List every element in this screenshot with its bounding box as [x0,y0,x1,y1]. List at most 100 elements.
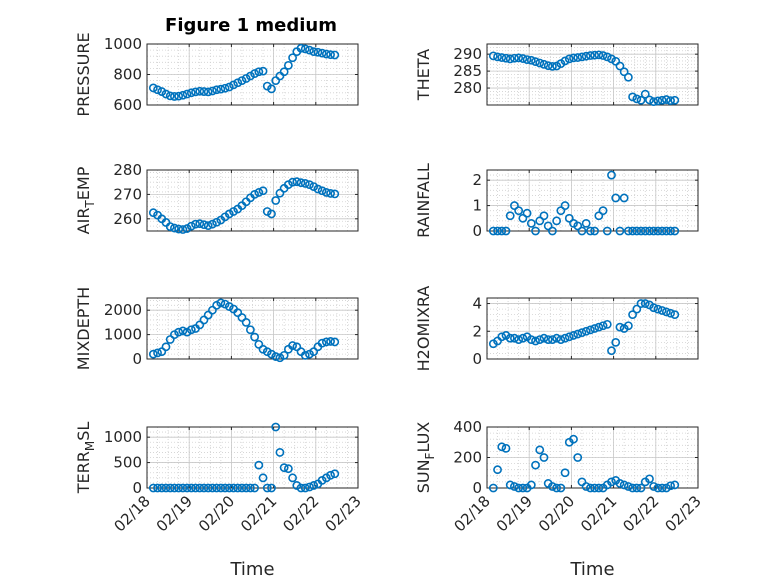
data-point [531,336,540,346]
data-point [271,352,281,361]
data-point [653,483,663,493]
data-point [245,325,255,335]
series-points [148,43,340,101]
data-point [305,180,314,190]
data-point [229,80,238,90]
data-point [229,483,238,493]
data-point [628,310,637,320]
data-point [670,480,680,490]
data-point [326,189,335,198]
data-point [548,61,557,71]
data-point [657,306,667,315]
data-point [203,221,213,231]
data-point [258,186,268,196]
data-point [636,299,646,308]
data-point [657,95,667,105]
data-point [250,332,260,342]
data-point [182,483,192,493]
data-point [666,481,675,491]
data-point [510,333,519,343]
data-point [148,83,158,93]
data-point [657,226,667,236]
data-point [531,460,540,470]
data-point [548,482,557,491]
data-point [501,53,511,63]
data-point [208,483,217,493]
data-point [657,483,667,493]
data-point [296,178,306,188]
data-point [510,201,519,210]
y-tick-label: 500 [113,454,142,472]
y-tick-label: 200 [453,449,482,467]
data-point [653,304,663,314]
data-point [199,220,209,230]
data-point [590,226,600,236]
data-point [552,333,562,343]
subplot-rainfall: 0 1 2 RAINFALL [414,163,699,240]
data-point [292,342,302,352]
data-point [569,331,578,340]
data-point [640,89,650,99]
data-point [208,86,217,96]
data-point [632,483,642,493]
data-point [300,44,310,54]
data-point [148,483,158,493]
data-point [178,326,188,336]
data-point [317,48,327,58]
data-point [224,82,234,92]
y-tick-label: 0 [472,479,482,497]
data-point [560,201,570,210]
data-point [666,226,675,236]
y-tick-label: 2 [472,322,482,340]
y-tick-label: 285 [453,62,482,80]
subplot-h2omixra: 0 2 4 H2OMIXRA [414,286,699,371]
data-point [271,196,281,205]
data-point [309,347,319,357]
data-point [165,91,175,101]
data-point [602,226,612,236]
data-point [199,483,209,493]
data-point [628,483,637,493]
data-point [615,479,625,488]
data-point [275,188,285,198]
data-point [157,483,167,493]
data-point [212,483,222,493]
data-point [623,72,633,82]
data-point [245,483,255,493]
data-point [317,338,327,348]
data-point [148,349,158,359]
data-point [649,226,659,236]
data-point [321,337,331,347]
data-point [170,92,179,101]
data-point [220,483,230,493]
data-point [178,225,188,234]
data-point [666,96,675,105]
data-point [237,313,247,322]
data-point [165,335,175,344]
data-point [191,219,200,229]
data-point [165,483,175,493]
y-tick-label: 1000 [104,326,142,344]
data-point [309,47,319,57]
data-point [611,193,621,203]
data-point [216,483,226,493]
data-point [191,87,200,97]
data-point [283,464,293,474]
data-point [577,328,587,338]
data-point [552,483,562,493]
data-point [279,67,289,77]
data-point [501,443,511,453]
y-tick-label: 280 [453,79,482,97]
data-point [543,221,553,231]
data-point [292,177,302,187]
data-point [275,448,285,457]
y-tick-label: 400 [453,418,482,436]
data-point [661,483,671,493]
data-point [279,350,289,360]
data-point [581,51,591,61]
y-axis-label: AIRTEMP [74,166,97,234]
data-point [497,53,507,62]
data-point [531,226,540,236]
data-point [594,322,604,332]
data-point [556,206,566,216]
